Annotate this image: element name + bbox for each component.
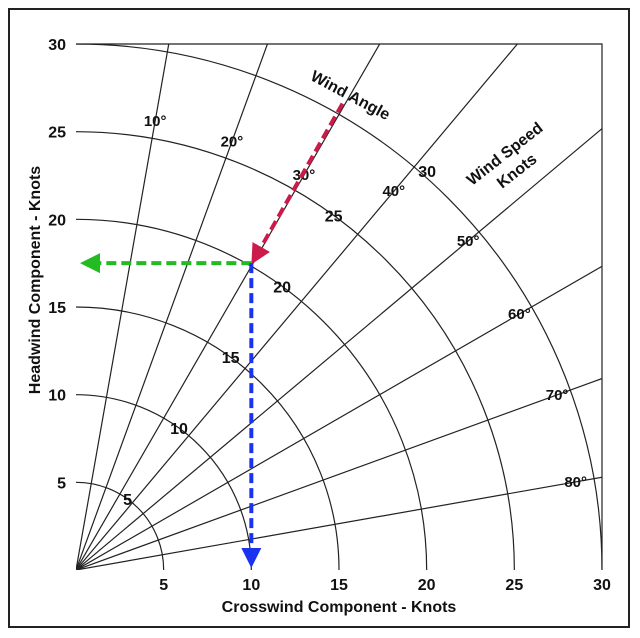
wind-angle-ray-30: [76, 44, 381, 570]
wind-angle-label: 70°: [546, 387, 569, 404]
wind-angle-ray-40: [76, 44, 519, 570]
x-tick-label: 15: [330, 577, 348, 594]
y-tick-label: 15: [48, 300, 66, 317]
wind-angle-label: 40°: [382, 183, 405, 200]
wind-angle-ray-20: [76, 44, 269, 570]
y-axis-ticks: 5 10 15 20 25 30: [48, 37, 66, 492]
x-axis-ticks: 5 10 15 20 25 30: [159, 577, 611, 594]
wind-speed-ring-label: 5: [123, 492, 132, 509]
wind-speed-ring-label: 20: [273, 279, 291, 296]
plot-border: [76, 43, 603, 570]
wind-angle-ray-80: [76, 476, 602, 570]
wind-angle-rays: [76, 44, 602, 570]
wind-speed-ring-30: [76, 44, 602, 570]
wind-angle-labels: 10°20°30°40°50°60°70°80°: [144, 113, 587, 491]
x-tick-label: 20: [418, 577, 436, 594]
x-tick-label: 30: [593, 577, 611, 594]
wind-speed-ring-20: [76, 218, 428, 570]
wind-angle-ray-50: [76, 127, 602, 570]
wind-angle-label: 50°: [457, 233, 480, 250]
y-tick-label: 10: [48, 388, 66, 405]
x-axis-title: Crosswind Component - Knots: [222, 599, 457, 616]
wind-angle-label: 10°: [144, 113, 167, 130]
wind-angle-title: Wind Angle: [308, 68, 393, 124]
y-tick-label: 25: [48, 125, 66, 142]
y-tick-label: 5: [57, 475, 66, 492]
y-axis-title: Headwind Component - Knots: [27, 166, 44, 395]
wind-speed-ring-10: [76, 394, 252, 570]
wind-speed-ring-label: 10: [170, 421, 188, 438]
wind-speed-rings: [76, 44, 602, 570]
wind-angle-label: 60°: [508, 306, 531, 323]
wind-speed-ring-25: [76, 131, 515, 570]
wind-angle-label: 20°: [221, 134, 244, 151]
x-tick-label: 10: [242, 577, 260, 594]
wind-speed-ring-label: 25: [325, 208, 343, 225]
x-tick-label: 5: [159, 577, 168, 594]
wind-speed-ring-label: 15: [222, 350, 240, 367]
wind-angle-label: 80°: [564, 474, 587, 491]
wind-speed-ring-labels: 5 10 15 20 25 30: [123, 164, 436, 509]
wind-angle-ray-70: [76, 377, 602, 570]
wind-angle-ray-60: [76, 265, 602, 570]
wind-speed-ring-5: [76, 481, 165, 570]
example-solution: [80, 102, 345, 568]
y-tick-label: 30: [48, 37, 66, 54]
wind-speed-ring-15: [76, 306, 340, 570]
wind-angle-ray-10: [76, 44, 170, 570]
y-tick-label: 20: [48, 212, 66, 229]
wind-speed-ring-label: 30: [418, 164, 436, 181]
x-tick-label: 25: [505, 577, 523, 594]
